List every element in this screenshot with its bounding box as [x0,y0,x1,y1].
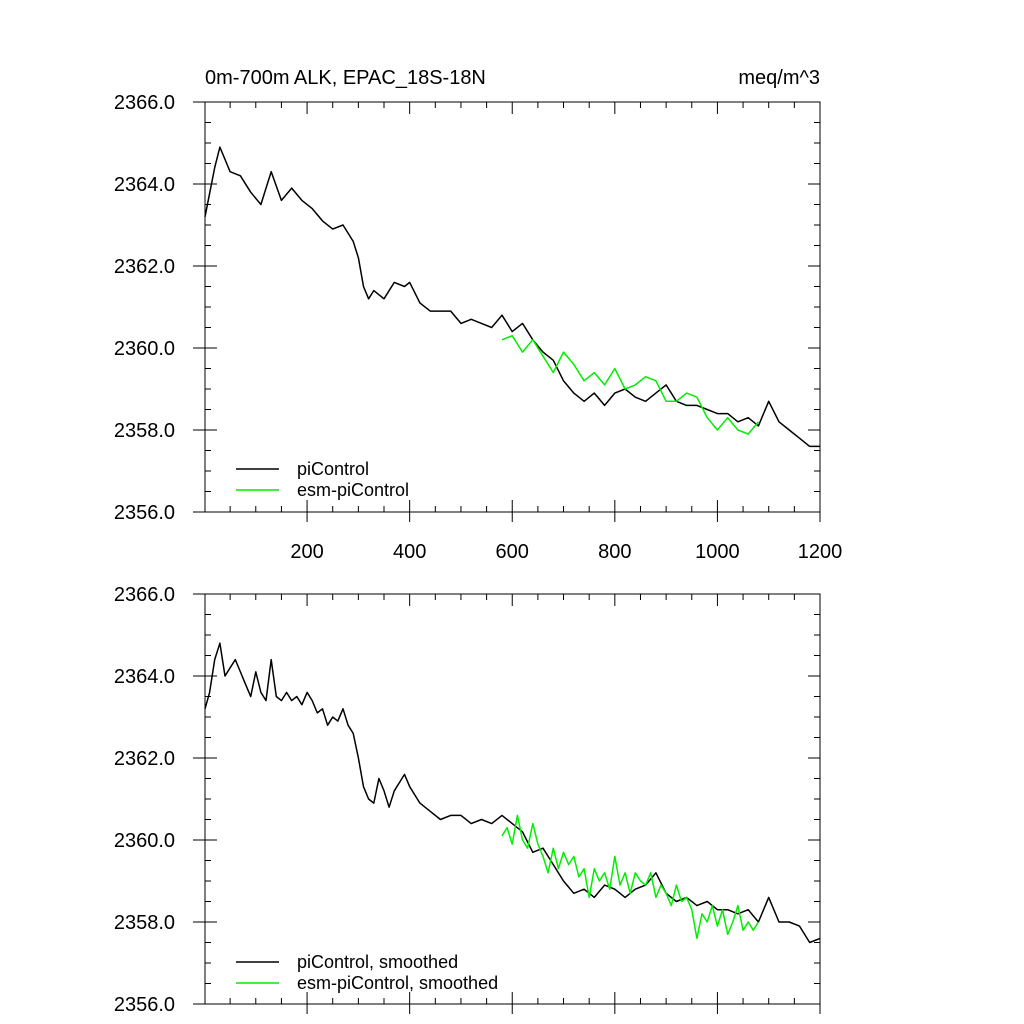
bottom-panel-legend: piControl, smoothed esm-piControl, smoot… [236,952,498,993]
y-tick-label: 2358.0 [114,912,175,934]
series-line-esm-picontrol-smoothed [501,814,760,940]
bottom-panel-y-tick-labels: 2356.0 2358.0 2360.0 2362.0 2364.0 2366.0 [114,584,175,1016]
y-tick-label: 2366.0 [114,584,175,606]
y-tick-label: 2362.0 [114,748,175,770]
top-panel-legend: piControl esm-piControl [236,459,409,500]
series-line-esm-picontrol [501,334,759,435]
chart-title: 0m-700m ALK, EPAC_18S-18N [205,67,486,89]
x-tick-label: 1000 [695,541,740,563]
y-tick-label: 2358.0 [114,420,175,442]
legend-label-picontrol-smoothed: piControl, smoothed [297,952,458,972]
y-tick-label: 2362.0 [114,256,175,278]
x-tick-label: 800 [598,541,631,563]
y-tick-label: 2364.0 [114,666,175,688]
series-line-picontrol-smoothed [204,642,821,944]
legend-label-esm-picontrol-smoothed: esm-piControl, smoothed [297,973,498,993]
top-panel-series [204,146,820,448]
y-tick-label: 2360.0 [114,830,175,852]
legend-label-esm-picontrol: esm-piControl [297,480,409,500]
y-tick-label: 2364.0 [114,174,175,196]
bottom-panel: 2356.0 2358.0 2360.0 2362.0 2364.0 2366.0 piC… [114,584,821,1016]
y-tick-label: 2356.0 [114,502,175,524]
top-panel-x-tick-labels: 200 400 600 800 1000 1200 [290,541,842,563]
units-label: meq/m^3 [738,67,820,89]
top-panel: 2356.0 2358.0 2360.0 2362.0 2364.0 2366.0 200… [114,92,842,563]
x-tick-label: 600 [496,541,529,563]
x-tick-label: 200 [290,541,323,563]
top-panel-y-tick-labels: 2356.0 2358.0 2360.0 2362.0 2364.0 2366.0 [114,92,175,524]
y-tick-label: 2360.0 [114,338,175,360]
legend-label-picontrol: piControl [297,459,369,479]
series-line-picontrol [204,146,820,448]
y-tick-label: 2356.0 [114,994,175,1016]
y-tick-label: 2366.0 [114,92,175,114]
bottom-panel-series [204,642,821,944]
bottom-panel-frame [204,593,821,1005]
x-tick-label: 400 [393,541,426,563]
x-tick-label: 1200 [798,541,843,563]
top-panel-frame [204,101,821,513]
